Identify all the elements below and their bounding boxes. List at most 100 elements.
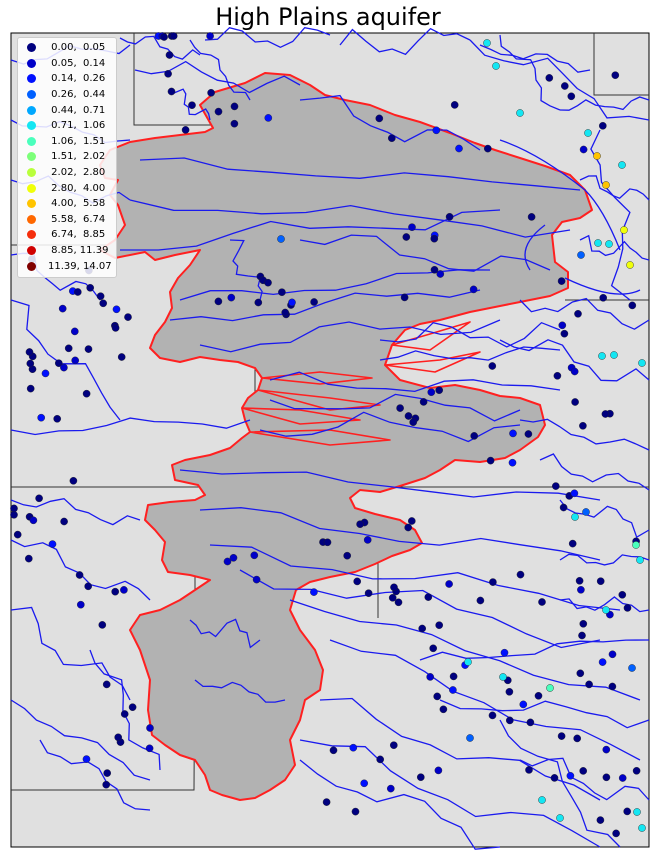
river-line — [419, 639, 650, 661]
station-marker — [24, 554, 33, 563]
legend-swatch — [27, 214, 36, 224]
station-marker — [343, 551, 352, 560]
legend-label: 6.74, 8.85 — [48, 229, 106, 241]
river-line — [299, 234, 551, 272]
station-marker — [58, 304, 67, 313]
station-marker — [229, 554, 238, 562]
station-marker — [570, 367, 579, 376]
station-marker — [84, 345, 93, 353]
station-marker — [464, 658, 472, 666]
river-line — [559, 96, 650, 111]
river-line — [519, 757, 650, 801]
station-marker — [169, 32, 178, 40]
station-marker — [509, 429, 517, 438]
river-line — [129, 199, 571, 238]
station-marker — [618, 591, 627, 599]
station-marker — [553, 371, 562, 380]
river-line — [439, 699, 650, 729]
station-marker — [281, 308, 290, 317]
river-line — [119, 35, 201, 60]
station-marker — [363, 536, 372, 544]
station-marker — [230, 119, 239, 128]
river-line — [469, 39, 650, 121]
river-line — [189, 39, 251, 101]
legend-swatch — [27, 152, 36, 162]
legend-entry: 11.39, 14.07 — [18, 258, 116, 274]
legend-entry: 0.26, 0.44 — [18, 87, 116, 103]
station-marker — [310, 588, 318, 596]
station-marker — [75, 571, 84, 579]
station-marker — [567, 92, 576, 101]
station-marker — [111, 587, 119, 596]
legend-swatch — [27, 43, 36, 53]
station-marker — [538, 796, 546, 804]
legend-label: 0.71, 1.06 — [48, 120, 106, 132]
station-marker — [559, 503, 568, 512]
station-marker — [628, 301, 637, 310]
river-line — [339, 27, 471, 56]
station-marker — [114, 733, 122, 742]
station-marker — [390, 583, 398, 592]
station-marker — [516, 109, 524, 117]
station-marker — [99, 299, 107, 308]
station-marker — [598, 658, 607, 666]
station-marker — [360, 779, 369, 788]
station-marker — [375, 114, 384, 123]
river-line — [299, 759, 501, 850]
station-marker — [557, 732, 566, 740]
station-marker — [389, 741, 398, 750]
legend-entry: 1.06, 1.51 — [18, 134, 116, 150]
station-marker — [227, 293, 236, 302]
station-marker — [60, 517, 68, 526]
station-marker — [25, 348, 34, 356]
station-marker — [145, 744, 154, 753]
legend: 0.00, 0.05 0.05, 0.14 0.14, 0.26 0.26, 0… — [17, 37, 117, 278]
station-marker — [571, 398, 579, 406]
station-marker — [404, 412, 413, 420]
legend-label: 11.39, 14.07 — [48, 260, 112, 272]
station-marker — [492, 62, 500, 70]
river-line — [379, 321, 561, 348]
river-line — [479, 44, 591, 73]
station-marker — [455, 144, 463, 153]
station-marker — [288, 298, 296, 307]
station-marker — [419, 398, 428, 406]
station-marker — [486, 456, 495, 465]
station-marker — [188, 101, 196, 109]
station-marker — [602, 745, 611, 754]
station-marker — [466, 734, 474, 742]
station-marker — [488, 711, 497, 720]
station-marker — [102, 780, 110, 789]
station-marker — [230, 102, 239, 111]
station-marker — [427, 388, 436, 397]
aquifer-notch — [384, 351, 481, 373]
river-line — [499, 719, 621, 848]
station-marker — [470, 432, 479, 440]
legend-swatch — [27, 90, 36, 100]
legend-label: 5.58, 6.74 — [48, 213, 106, 225]
river-line — [559, 553, 650, 566]
station-marker — [26, 359, 35, 368]
station-marker — [445, 212, 454, 221]
river-line — [269, 371, 561, 393]
legend-label: 0.05, 0.14 — [48, 57, 106, 69]
station-marker — [430, 234, 439, 243]
station-marker — [396, 404, 404, 412]
river-line — [519, 418, 650, 451]
station-marker — [164, 70, 172, 78]
river-line — [39, 739, 151, 811]
legend-entry: 0.44, 0.71 — [18, 102, 116, 118]
station-marker — [77, 600, 85, 609]
station-marker — [214, 107, 223, 116]
station-marker — [433, 692, 442, 701]
station-marker — [570, 489, 579, 498]
legend-entry: 0.00, 0.05 — [18, 40, 116, 56]
station-marker — [476, 596, 485, 605]
river-line — [524, 224, 546, 271]
station-marker — [402, 233, 411, 241]
station-marker — [10, 510, 18, 519]
station-marker — [602, 606, 610, 614]
river-line — [269, 393, 521, 422]
station-marker — [526, 718, 535, 727]
